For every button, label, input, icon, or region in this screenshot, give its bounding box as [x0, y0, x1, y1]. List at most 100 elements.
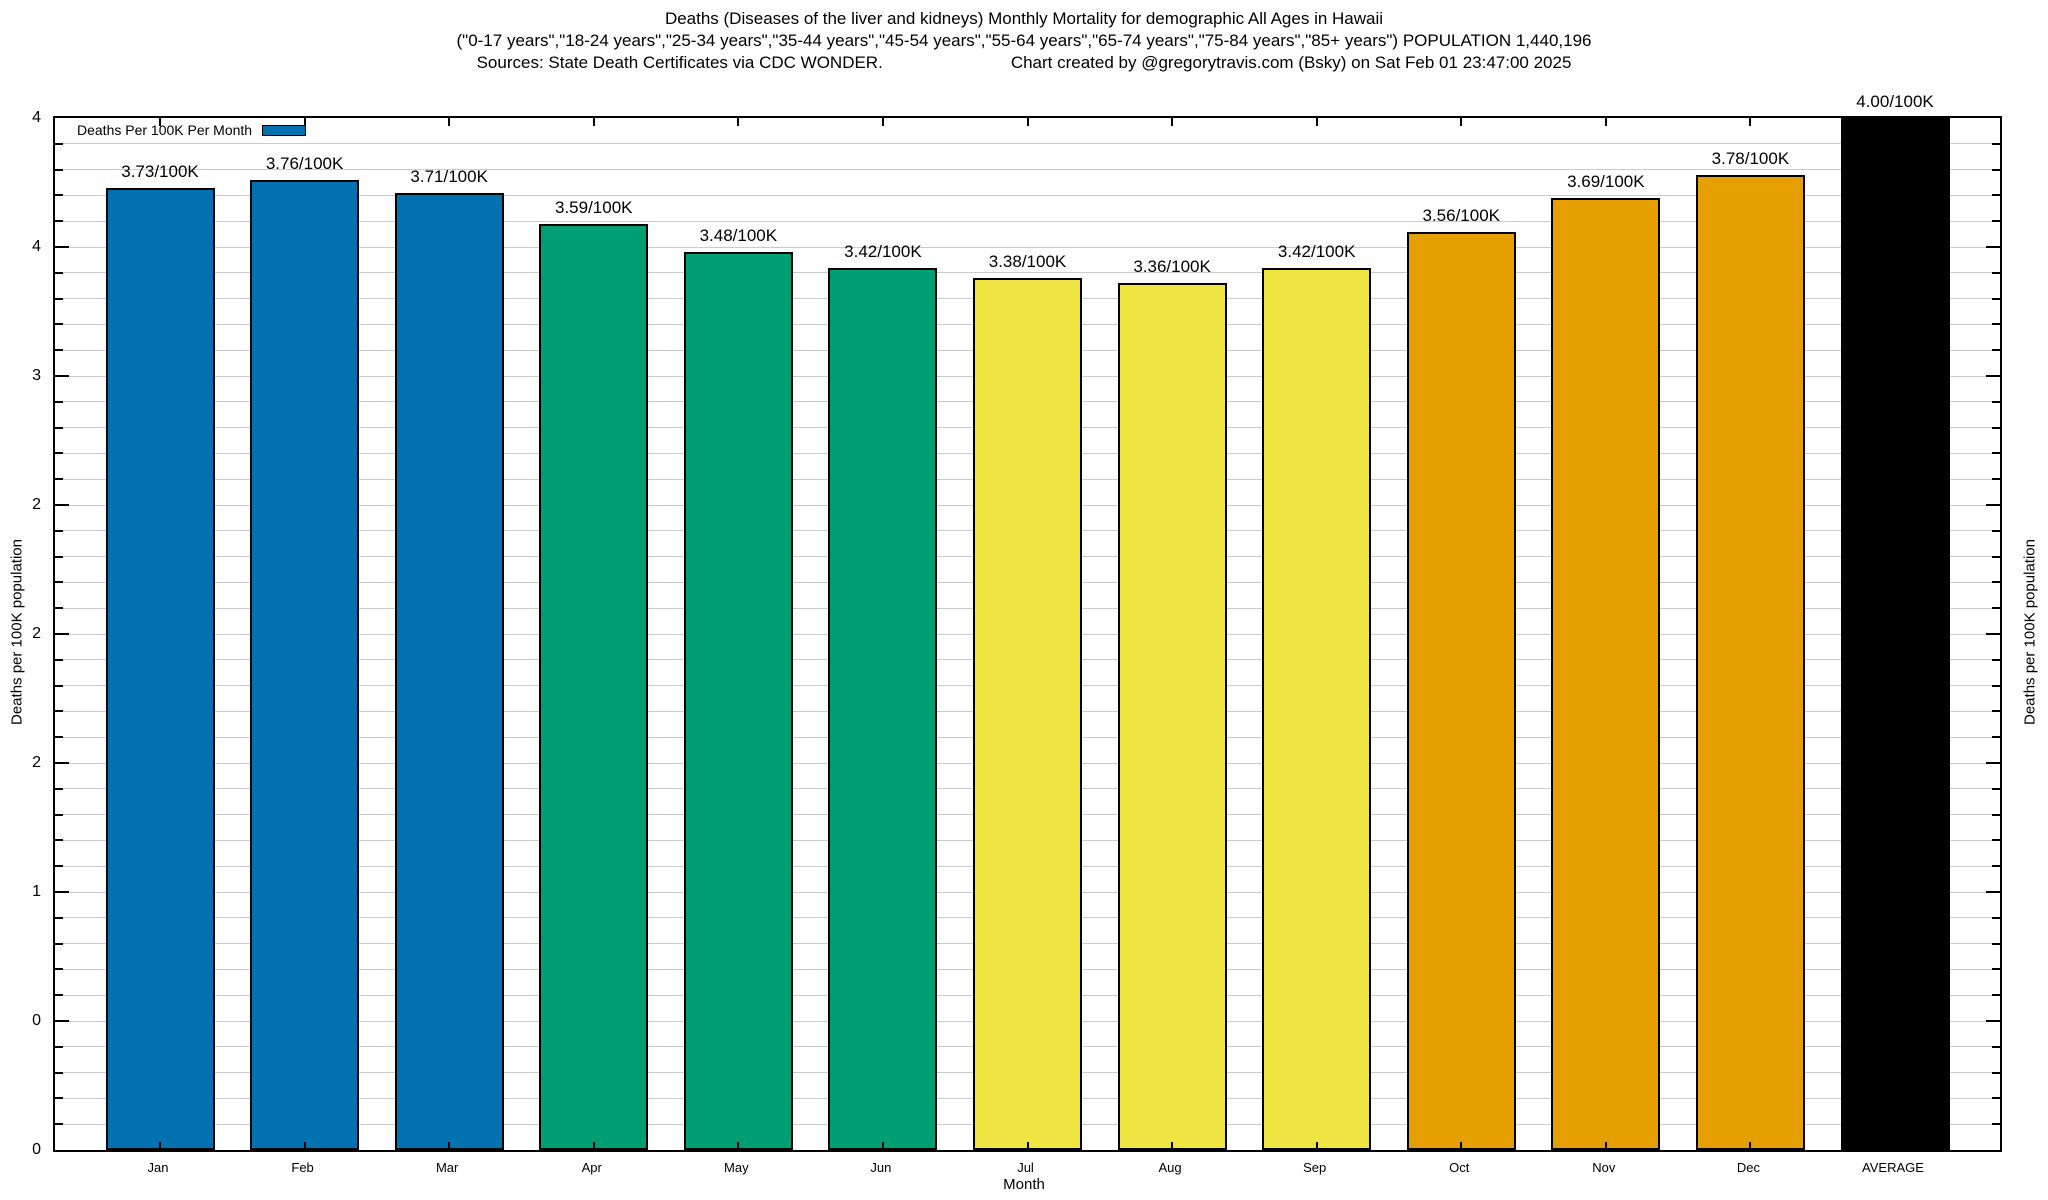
y-tick-mark [55, 220, 63, 223]
y-tick-mark [55, 736, 63, 739]
y-tick-mark [55, 581, 63, 584]
y-tick-mark [55, 865, 63, 868]
x-tick-label-jun: Jun [870, 1160, 892, 1175]
x-tick-label-jul: Jul [1017, 1160, 1034, 1175]
bar-oct [1406, 231, 1516, 1150]
x-tick-mark [881, 1142, 884, 1150]
x-tick-label-nov: Nov [1592, 1160, 1616, 1175]
y-tick-mark [55, 478, 63, 481]
bar-feb [250, 179, 360, 1150]
legend-swatch [262, 124, 307, 136]
x-tick-mark [592, 1142, 595, 1150]
y-tick-mark [1992, 813, 2000, 816]
bar-value-label: 3.78/100K [1711, 148, 1790, 168]
y-tick-mark [1986, 504, 2000, 506]
gridline [55, 194, 2000, 196]
y-tick-label: 2 [32, 754, 41, 771]
y-tick-label: 2 [32, 496, 41, 513]
x-axis-title: Month [1003, 1176, 1045, 1193]
y-tick-mark [1992, 787, 2000, 790]
y-tick-mark [55, 452, 63, 455]
y-tick-mark [1992, 349, 2000, 352]
y-tick-mark [1986, 1020, 2000, 1022]
y-tick-mark [55, 323, 63, 326]
y-tick-label: 0 [32, 1141, 41, 1158]
y-tick-mark [55, 1123, 63, 1126]
y-tick-label: 4 [32, 109, 41, 126]
y-tick-mark [1992, 168, 2000, 171]
gridline [55, 220, 2000, 222]
bar-value-label: 3.48/100K [699, 226, 778, 246]
x-tick-mark [1604, 1142, 1607, 1150]
x-tick-mark [737, 118, 740, 126]
legend: Deaths Per 100K Per Month [77, 122, 307, 138]
y-tick-mark [55, 1071, 63, 1074]
x-tick-mark [159, 118, 161, 126]
bar-value-label: 3.36/100K [1133, 257, 1211, 277]
x-tick-label-aug: Aug [1158, 1160, 1182, 1175]
y-tick-label: 0 [32, 1012, 41, 1029]
x-tick-mark [1894, 118, 1896, 126]
y-tick-mark [55, 529, 63, 532]
y-tick-mark [1992, 710, 2000, 713]
y-tick-mark [55, 684, 63, 687]
bar-nov [1551, 197, 1661, 1150]
y-tick-mark [1992, 297, 2000, 300]
x-tick-mark [1171, 1142, 1174, 1150]
x-tick-mark [1315, 1142, 1318, 1150]
y-axis-title-right: Deaths per 100K population [2021, 539, 2039, 725]
y-tick-mark [1992, 994, 2000, 997]
x-tick-mark [1894, 1142, 1896, 1150]
x-tick-label-jan: Jan [147, 1160, 169, 1175]
y-tick-label: 2 [32, 625, 41, 642]
y-tick-mark [1992, 942, 2000, 945]
x-tick-mark [1604, 118, 1607, 126]
y-tick-mark [1986, 246, 2000, 248]
y-tick-mark [1992, 220, 2000, 223]
y-tick-mark [55, 1045, 63, 1048]
legend-label: Deaths Per 100K Per Month [77, 122, 253, 138]
y-tick-label: 4 [32, 238, 41, 255]
y-tick-mark [55, 839, 63, 842]
bar-jul [973, 277, 1082, 1150]
plot-area: 3.73/100K 3.76/100K 3.71/100K 3.59/100K 3.48… [53, 92, 2002, 1152]
y-tick-mark [55, 168, 63, 171]
y-tick-mark [55, 787, 63, 790]
gridline [55, 143, 2000, 145]
y-tick-mark [1986, 762, 2000, 764]
bar-mar [394, 192, 504, 1150]
x-tick-mark [1026, 1142, 1029, 1150]
x-tick-mark [1460, 118, 1463, 126]
y-tick-mark [1992, 968, 2000, 971]
x-tick-label-feb: Feb [291, 1160, 314, 1175]
x-tick-label-may: May [724, 1160, 749, 1175]
y-tick-mark [1992, 194, 2000, 197]
y-tick-mark [1992, 916, 2000, 919]
y-tick-mark [1986, 891, 2000, 893]
y-tick-mark [1992, 452, 2000, 455]
y-tick-mark [55, 710, 63, 713]
credit-note: Chart created by @gregorytravis.com (Bsk… [1010, 53, 1572, 72]
y-tick-mark [55, 271, 63, 274]
bar-value-label: 3.71/100K [410, 166, 488, 186]
y-tick-mark [55, 968, 63, 971]
y-tick-mark [1992, 581, 2000, 584]
y-tick-mark [1992, 658, 2000, 661]
y-tick-mark [1992, 142, 2000, 145]
y-tick-mark [1992, 426, 2000, 429]
y-tick-mark [55, 297, 63, 300]
y-tick-mark [55, 1097, 63, 1100]
y-tick-mark [55, 349, 63, 352]
x-tick-mark [1749, 1142, 1752, 1150]
bar-value-label: 3.42/100K [844, 241, 922, 261]
y-tick-mark [1986, 375, 2000, 377]
y-tick-mark [1992, 555, 2000, 558]
x-tick-label-sep: Sep [1303, 1160, 1327, 1175]
y-tick-mark [55, 942, 63, 945]
chart-title-line2: ("0-17 years","18-24 years","25-34 years… [456, 31, 1592, 50]
x-tick-mark [159, 1142, 161, 1150]
x-tick-label-mar: Mar [435, 1160, 459, 1175]
bar-value-label: 3.42/100K [1277, 241, 1356, 261]
bar-aug [1117, 283, 1227, 1150]
